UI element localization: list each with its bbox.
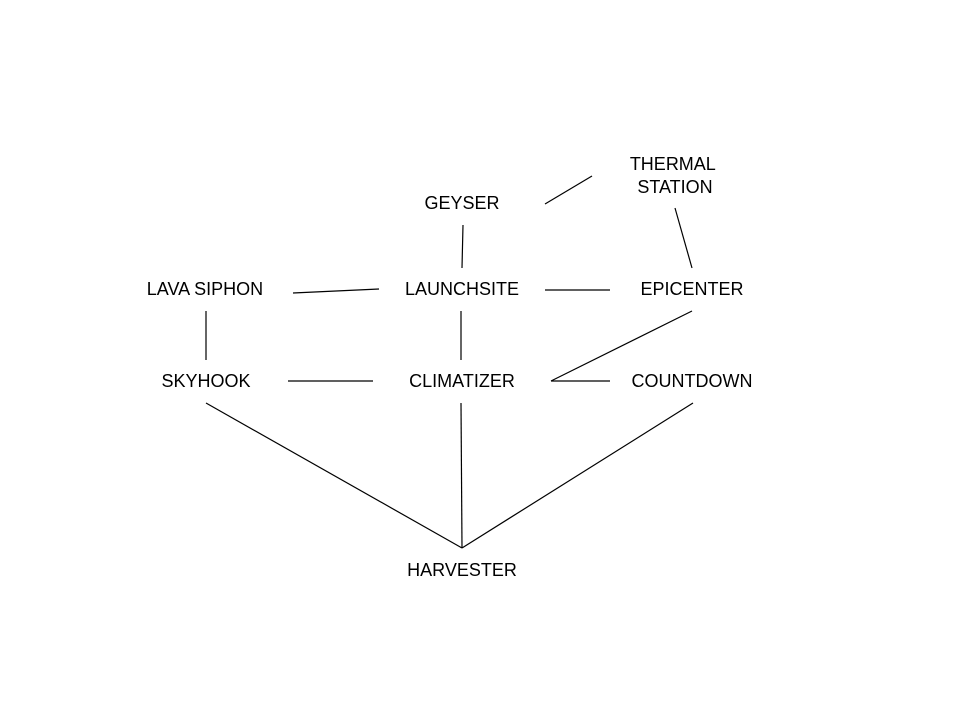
edge-thermal-station-epicenter xyxy=(674,207,693,269)
edge-geyser-launchsite xyxy=(461,224,464,269)
node-geyser: GEYSER xyxy=(424,193,499,213)
edge-countdown-harvester xyxy=(461,402,694,549)
node-thermal-station-line-1: THERMAL xyxy=(630,154,716,174)
nodes: THERMAL STATION GEYSER LAVA SIPHON LAUNC… xyxy=(147,154,753,580)
edge-geyser-thermal-station xyxy=(544,175,593,205)
node-countdown: COUNTDOWN xyxy=(632,371,753,391)
node-lava-siphon: LAVA SIPHON xyxy=(147,279,263,299)
edge-epicenter-climatizer xyxy=(550,310,693,382)
edges xyxy=(205,175,694,549)
node-epicenter: EPICENTER xyxy=(640,279,743,299)
node-thermal-station: THERMAL STATION xyxy=(630,154,720,197)
edge-skyhook-harvester xyxy=(205,402,463,549)
node-skyhook: SKYHOOK xyxy=(161,371,250,391)
node-harvester: HARVESTER xyxy=(407,560,517,580)
edge-lava-siphon-launchsite xyxy=(292,288,380,294)
node-climatizer: CLIMATIZER xyxy=(409,371,515,391)
node-thermal-station-line-2: STATION xyxy=(637,177,712,197)
edge-climatizer-harvester xyxy=(460,402,463,549)
node-launchsite: LAUNCHSITE xyxy=(405,279,519,299)
